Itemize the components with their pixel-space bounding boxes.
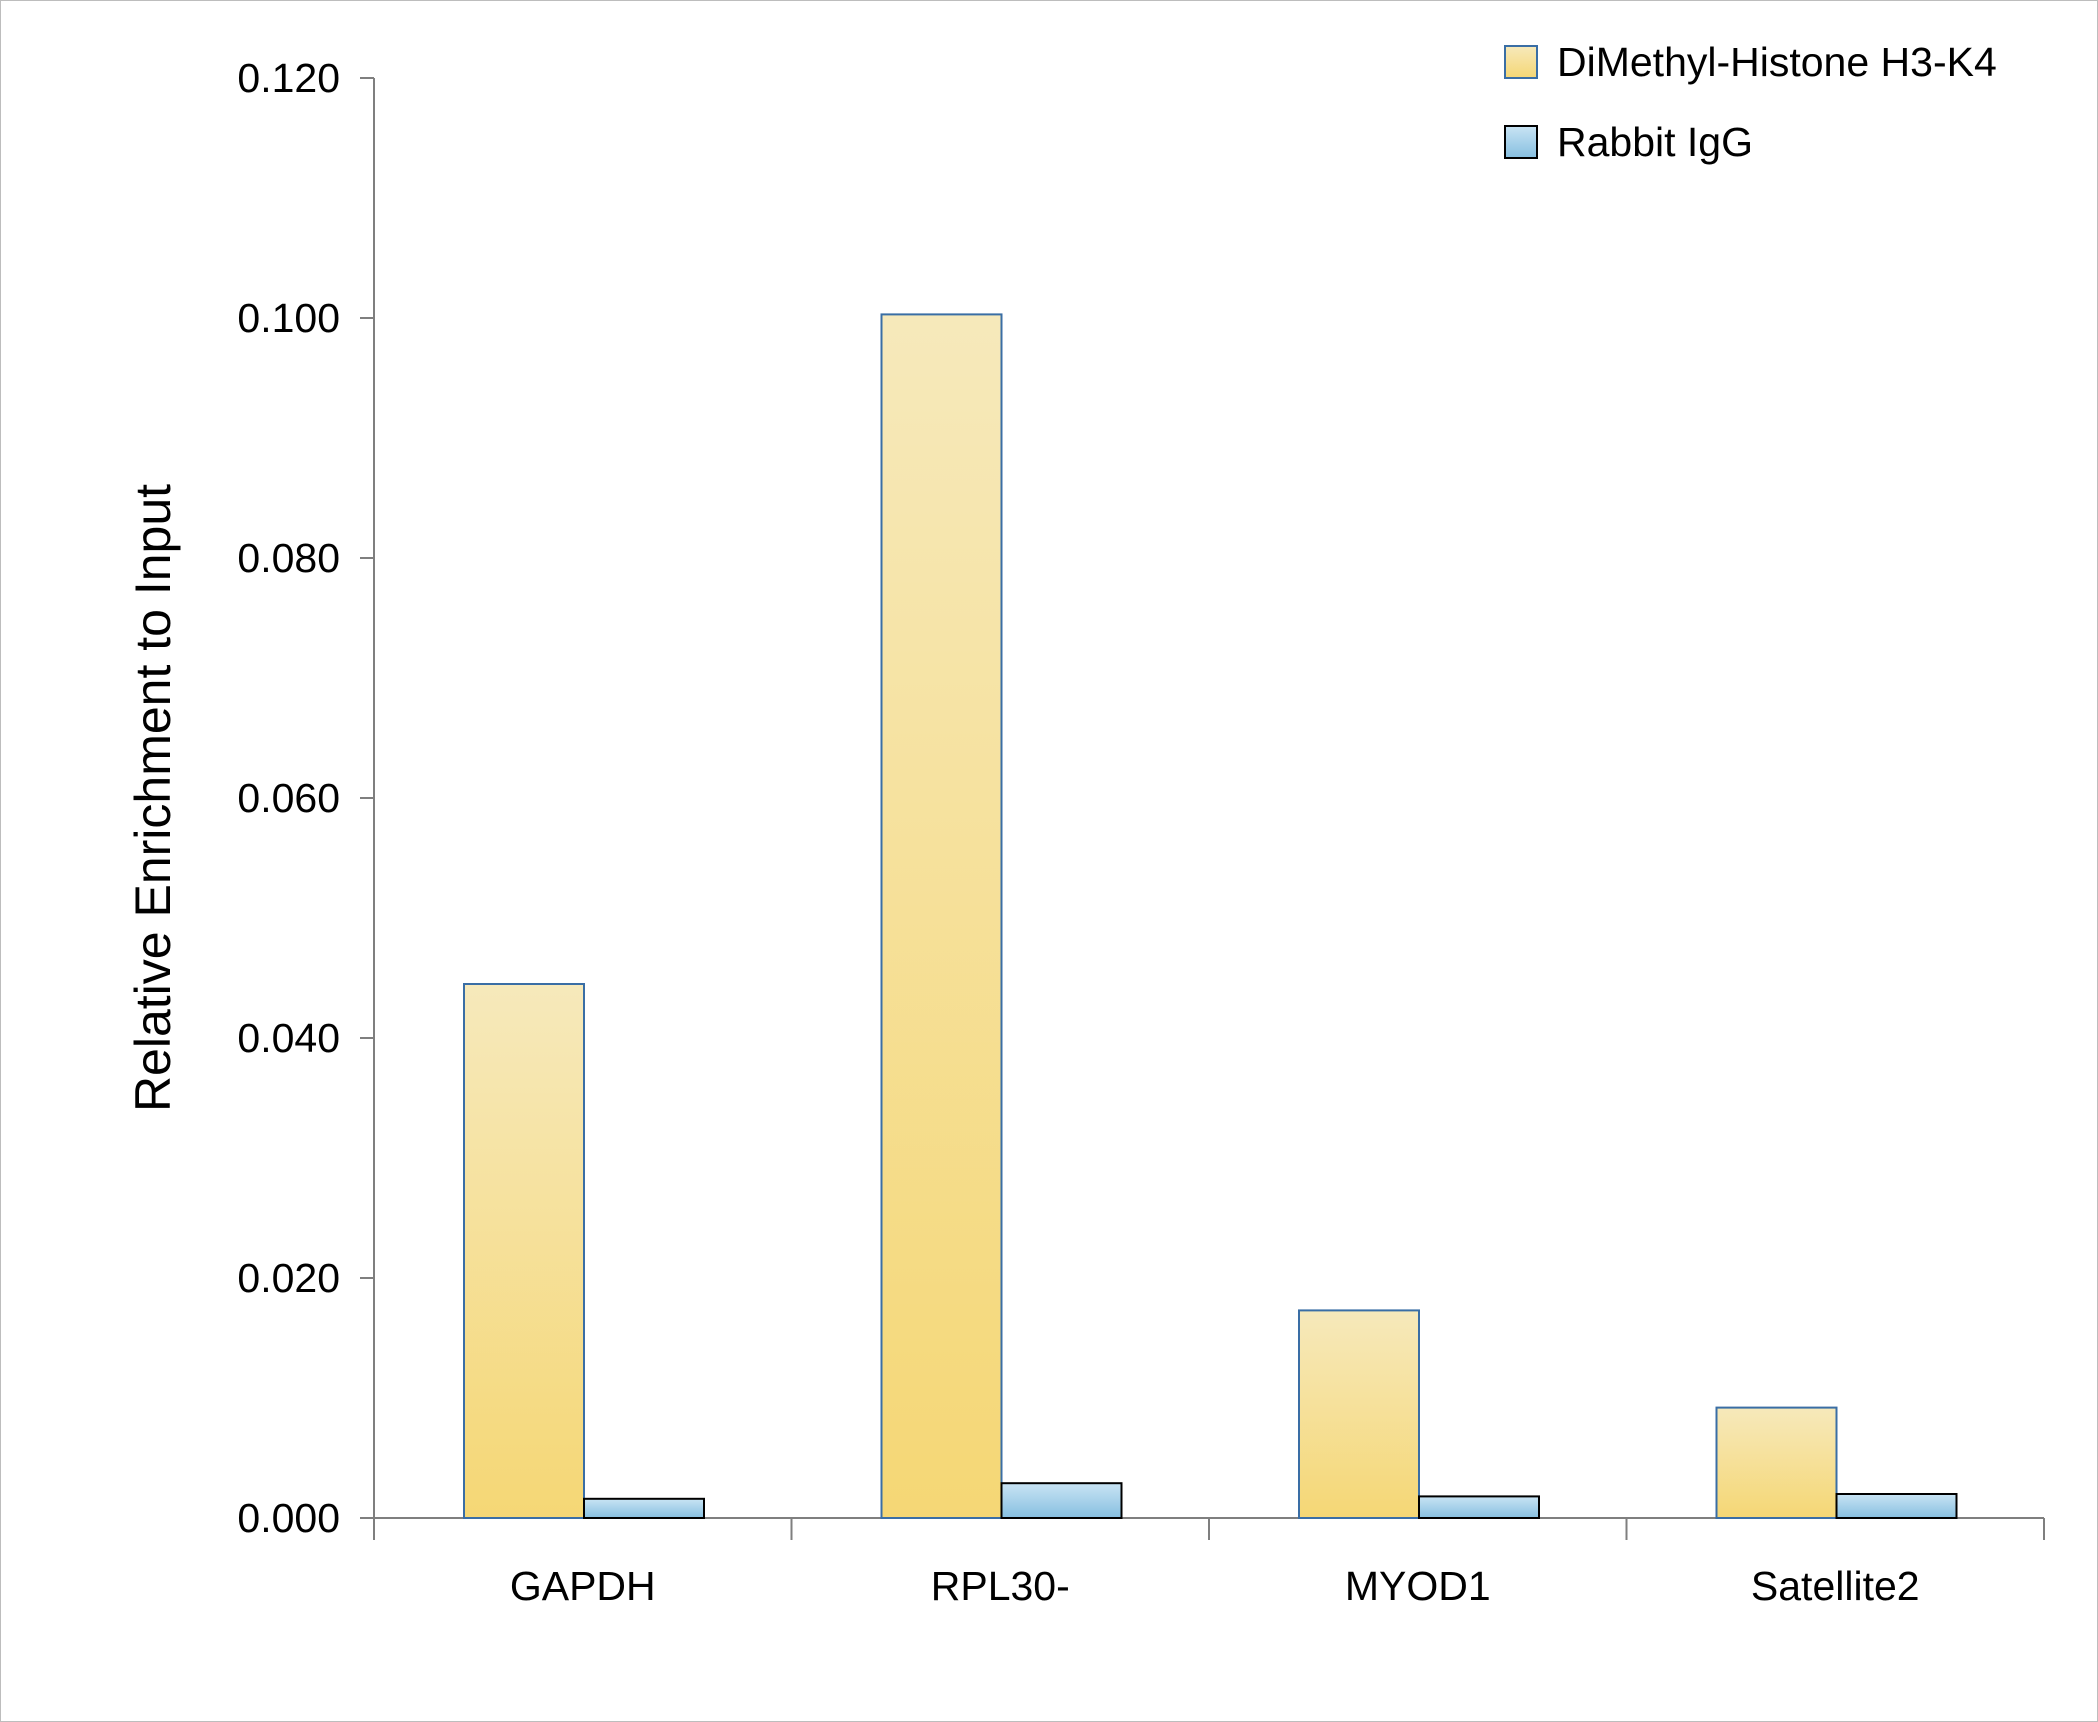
bar-series1 <box>880 313 1003 1519</box>
x-category-label: RPL30- <box>931 1563 1070 1609</box>
y-axis-ticks: 0.000 0.020 0.040 0.060 0.080 0.100 0.120 <box>237 55 374 1541</box>
legend-swatch <box>1504 125 1538 159</box>
legend-swatch <box>1504 45 1538 79</box>
y-tick-label: 0.000 <box>237 1495 340 1541</box>
x-category-label: Satellite2 <box>1751 1563 1920 1609</box>
y-tick-label: 0.020 <box>237 1255 340 1301</box>
y-tick-label: 0.100 <box>237 295 340 341</box>
y-tick-label: 0.040 <box>237 1015 340 1061</box>
x-axis-ticks: GAPDH RPL30- MYOD1 Satellite2 <box>373 1518 2045 1609</box>
y-tick-label: 0.120 <box>237 55 340 101</box>
bar-series2 <box>1835 1493 1958 1519</box>
bar-series2 <box>1000 1482 1123 1519</box>
legend: DiMethyl-Histone H3-K4 Rabbit IgG <box>1504 39 1997 165</box>
axes <box>373 78 2044 1519</box>
x-category-label: MYOD1 <box>1345 1563 1491 1609</box>
bar-series2 <box>1418 1495 1540 1520</box>
x-category-label: GAPDH <box>510 1563 656 1609</box>
y-axis-title: Relative Enrichment to Input <box>125 484 181 1112</box>
legend-label: DiMethyl-Histone H3-K4 <box>1557 39 1997 85</box>
y-tick-label: 0.060 <box>237 775 340 821</box>
bars <box>463 313 1958 1520</box>
y-tick-label: 0.080 <box>237 535 340 581</box>
bar-series1 <box>1715 1406 1838 1519</box>
bar-series1 <box>1298 1309 1420 1520</box>
legend-label: Rabbit IgG <box>1557 119 1753 165</box>
bar-series1 <box>463 983 585 1519</box>
bar-series2 <box>583 1497 705 1520</box>
